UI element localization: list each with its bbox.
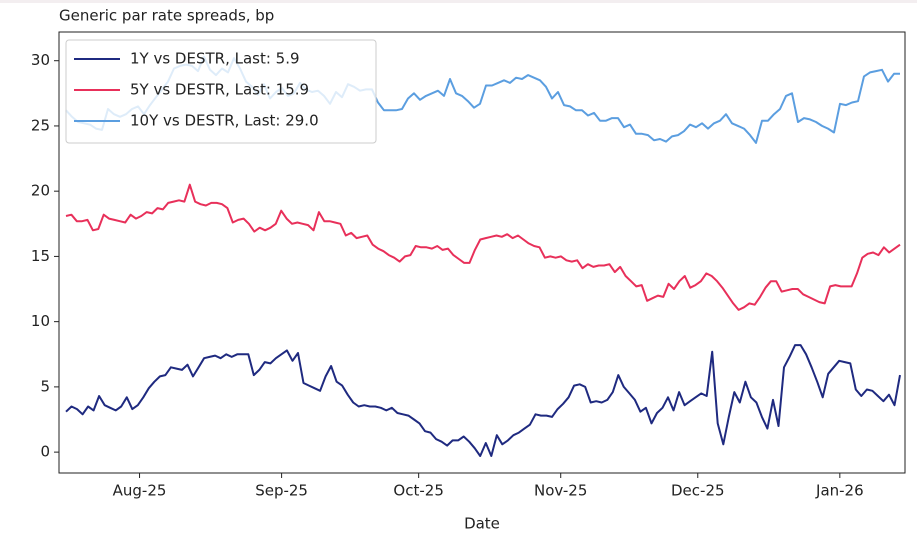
series-line <box>65 183 901 311</box>
y-tick-label: 15 <box>31 247 50 265</box>
x-tick-label: Jan-26 <box>815 482 864 500</box>
legend-label: 1Y vs DESTR, Last: 5.9 <box>130 50 300 68</box>
y-tick-label: 25 <box>31 116 50 134</box>
chart-title: Generic par rate spreads, bp <box>59 7 274 25</box>
top-strip <box>0 0 917 3</box>
legend-label: 5Y vs DESTR, Last: 15.9 <box>130 81 309 99</box>
y-tick-label: 5 <box>40 377 50 395</box>
legend-label: 10Y vs DESTR, Last: 29.0 <box>130 112 319 130</box>
legend-box <box>65 39 377 144</box>
y-tick-label: 30 <box>31 51 50 69</box>
x-tick-label: Oct-25 <box>393 482 443 500</box>
x-tick-label: Sep-25 <box>255 482 308 500</box>
x-tick-label: Dec-25 <box>671 482 725 500</box>
x-tick-label: Aug-25 <box>113 482 167 500</box>
plot-frame <box>58 31 906 474</box>
y-tick-label: 0 <box>40 443 50 461</box>
x-tick-label: Nov-25 <box>534 482 587 500</box>
x-axis-label: Date <box>464 515 500 533</box>
y-tick-label: 20 <box>31 182 50 200</box>
y-tick-label: 10 <box>31 312 50 330</box>
series-line <box>65 344 901 457</box>
